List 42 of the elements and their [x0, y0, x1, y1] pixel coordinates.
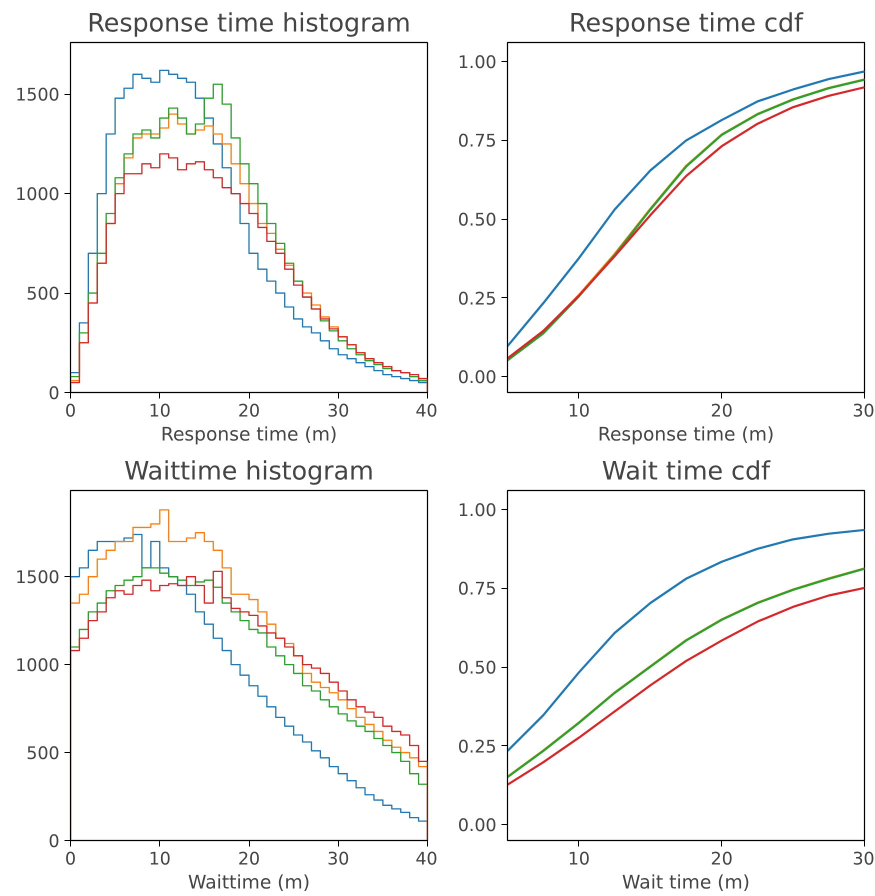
y-tick-label: 0.25	[458, 289, 497, 310]
x-tick-label: 20	[710, 402, 733, 422]
y-tick-label: 500	[26, 284, 60, 305]
y-tick-label: 500	[26, 744, 60, 764]
x-axis-title: Response time (m)	[160, 424, 338, 446]
x-tick-label: 20	[710, 850, 733, 870]
x-axis-title: Waittime (m)	[188, 872, 310, 894]
chart-title: Wait time cdf	[602, 456, 772, 486]
chart-title: Response time histogram	[87, 8, 411, 38]
y-tick-label: 1000	[15, 656, 60, 676]
x-tick-label: 40	[415, 402, 438, 422]
y-tick-label: 0.25	[458, 737, 497, 758]
y-tick-label: 1500	[15, 568, 60, 588]
x-tick-label: 10	[568, 850, 590, 870]
chart-title: Waittime histogram	[124, 456, 374, 486]
x-tick-label: 30	[852, 850, 875, 870]
y-tick-label: 0.50	[458, 658, 497, 679]
y-tick-label: 0.00	[458, 368, 497, 388]
y-tick-label: 0.75	[458, 580, 497, 600]
x-tick-label: 40	[415, 850, 438, 870]
y-tick-label: 0.50	[458, 210, 497, 231]
y-tick-label: 1000	[15, 185, 60, 206]
x-axis-title: Response time (m)	[598, 424, 774, 446]
x-tick-label: 20	[238, 850, 260, 870]
x-tick-label: 20	[238, 402, 260, 422]
x-tick-label: 30	[327, 850, 350, 870]
x-tick-label: 10	[148, 850, 171, 870]
y-tick-label: 1.00	[458, 500, 497, 521]
y-tick-label: 0	[48, 384, 60, 404]
y-tick-label: 0.00	[458, 816, 497, 836]
y-tick-label: 1.00	[458, 52, 497, 73]
y-tick-label: 1500	[15, 86, 60, 106]
x-tick-label: 0	[64, 402, 76, 422]
x-tick-label: 30	[852, 402, 875, 422]
x-tick-label: 10	[148, 402, 171, 422]
x-tick-label: 10	[568, 402, 590, 422]
y-tick-label: 0	[48, 832, 60, 852]
x-tick-label: 30	[327, 402, 350, 422]
x-tick-label: 0	[64, 850, 76, 870]
chart-title: Response time cdf	[569, 8, 804, 38]
x-axis-title: Wait time (m)	[622, 872, 750, 894]
y-tick-label: 0.75	[458, 132, 497, 152]
